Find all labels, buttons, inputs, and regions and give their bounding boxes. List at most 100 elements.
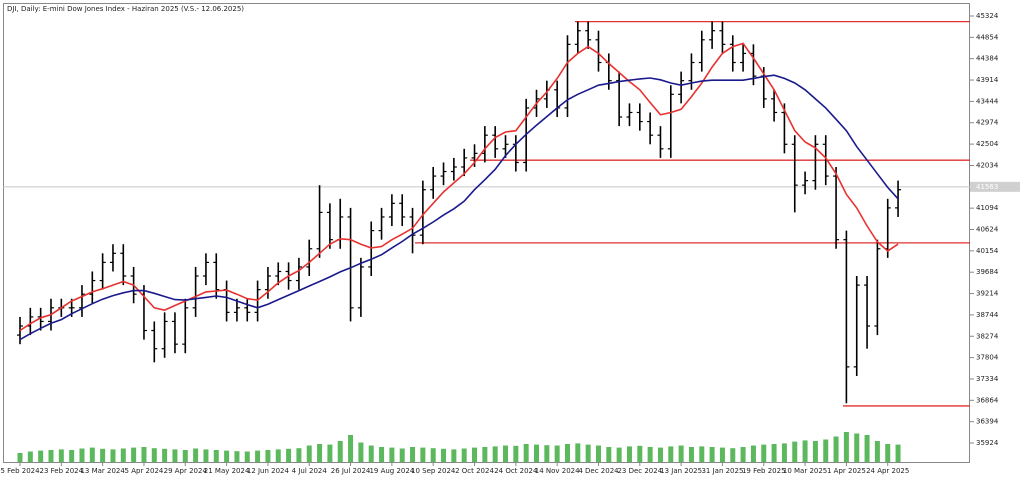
moving-average [19,74,899,341]
x-tick-label: 13 Jan 2025 [660,467,702,475]
volume-bar [420,447,426,462]
volume-bar [575,443,581,462]
volume-bar [358,442,364,462]
volume-bar [265,450,271,462]
volume-bar [503,445,509,462]
volume-bar [544,445,550,462]
volume-bar [823,439,829,462]
volume-bar [182,450,188,462]
volume-bar [410,447,416,462]
y-tick-label: 39214 [976,290,999,298]
y-tick-label: 44384 [976,55,999,63]
volume-bar [317,444,323,462]
x-tick-label: 4 Jul 2024 [292,467,328,475]
volume-bar [461,448,467,462]
last-price-box [970,181,1020,192]
volume-bar [812,441,818,462]
volume-bar [234,451,240,462]
volume-bar [389,447,395,462]
volume-bar [48,450,54,462]
volume-bar [151,448,157,462]
x-tick-label: 10 Mar 2025 [783,467,827,475]
x-tick-label: 19 Feb 2025 [742,467,786,475]
volume-bar [647,447,653,462]
volume-bar [203,449,209,462]
volume-bar [69,450,75,462]
volume-bar [172,449,178,462]
y-tick-label: 41094 [976,204,999,212]
y-tick-label: 42034 [976,161,999,169]
volume-bar [750,445,756,462]
volume-bar [27,451,33,462]
volume-bar [306,445,312,462]
volume-bar [657,447,663,462]
volume-bar [595,445,601,462]
volume-bar [874,441,880,462]
y-tick-label: 43914 [976,76,999,84]
x-tick-label: 13 Mar 2024 [80,467,125,475]
last-price-label: 41563 [976,183,998,191]
volume-bar [730,448,736,462]
x-tick-label: 2 Oct 2024 [455,467,494,475]
volume-bar [864,435,870,462]
volume-bar [430,448,436,462]
volume-bar [100,448,106,462]
volume-bar [213,450,219,462]
volume-bar [120,448,126,462]
volume-bar [678,445,684,462]
volume-bar [348,435,354,462]
volume-bar [771,444,777,462]
y-tick-label: 40624 [976,226,999,234]
volume-bar [585,444,591,462]
y-tick-label: 43444 [976,97,999,105]
chart-title: DJI, Daily: E-mini Dow Jones Index - Haz… [7,5,244,13]
volume-bar [286,448,292,462]
y-tick-label: 36864 [976,396,999,404]
volume-bar [482,447,488,462]
volume-bar [224,450,230,462]
volume-bar [740,447,746,462]
volume-bar [255,450,261,462]
volume-bar [761,444,767,462]
x-tick-label: 4 Dec 2024 [578,467,619,475]
y-tick-label: 45324 [976,12,999,20]
volume-bar [637,445,643,462]
x-tick-label: 24 Apr 2025 [866,467,909,475]
volume-bar [337,441,343,462]
volume-bar [895,444,901,462]
volume-bar [89,447,95,462]
y-tick-label: 38744 [976,311,999,319]
volume-bar [802,440,808,462]
x-tick-label: 23 Feb 2024 [40,467,84,475]
volume-bar [668,446,674,462]
x-tick-label: 26 Jul 2024 [331,467,371,475]
volume-bar [17,453,23,462]
volume-bar [792,441,798,462]
x-tick-label: 19 Aug 2024 [369,467,414,475]
volume-bar [296,448,302,462]
volume-bar [492,446,498,462]
volume-bar [616,447,622,462]
y-tick-label: 37804 [976,354,999,362]
volume-bar [368,445,374,462]
x-tick-label: 5 Apr 2024 [125,467,164,475]
y-tick-label: 40154 [976,247,999,255]
y-tick-label: 37334 [976,375,999,383]
volume-bar [141,447,147,462]
volume-bar [843,432,849,462]
volume-bar [688,447,694,462]
y-tick-label: 36394 [976,418,999,426]
volume-bar [513,445,519,462]
x-tick-label: 14 Nov 2024 [535,467,580,475]
volume-bar [472,447,478,462]
volume-bar [441,448,447,462]
y-tick-label: 42504 [976,140,999,148]
volume-bar [379,447,385,462]
plot-frame [3,3,970,463]
x-tick-label: 31 Jan 2025 [701,467,743,475]
y-tick-label: 39684 [976,268,999,276]
volume-bar [885,444,891,462]
x-tick-label: 12 Jun 2024 [247,467,290,475]
volume-bar [699,446,705,462]
volume-bar [38,450,44,462]
